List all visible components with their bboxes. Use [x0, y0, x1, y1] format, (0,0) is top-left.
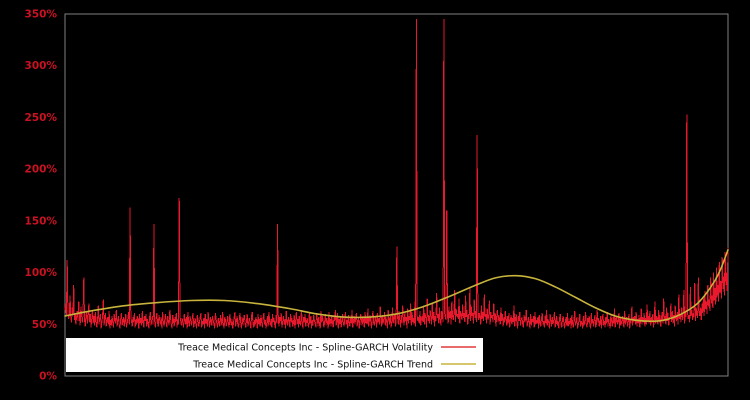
y-axis-tick-label: 350% — [25, 9, 58, 21]
chart-legend: Treace Medical Concepts Inc - Spline-GAR… — [66, 338, 483, 372]
y-axis-tick-label: 0% — [39, 371, 57, 383]
trend-series-line — [64, 249, 729, 323]
y-axis-tick-label: 50% — [32, 319, 58, 331]
plot-frame — [64, 13, 729, 377]
y-axis-tick-label: 100% — [25, 267, 58, 279]
y-axis-tick-labels: 0% 50% 100% 150% 200% 250% 300% 350% — [25, 9, 58, 383]
series-layer — [64, 19, 729, 329]
y-axis-tick-label: 300% — [25, 60, 58, 72]
legend-entry-label: Treace Medical Concepts Inc - Spline-GAR… — [177, 343, 433, 354]
y-axis-tick-label: 150% — [25, 215, 58, 227]
legend-entry-label: Treace Medical Concepts Inc - Spline-GAR… — [192, 360, 433, 371]
y-axis-tick-label: 250% — [25, 112, 58, 124]
volatility-series-line — [64, 19, 729, 329]
legend-background — [66, 338, 483, 372]
y-axis-tick-label: 200% — [25, 164, 58, 176]
plot-area-border — [64, 13, 729, 377]
